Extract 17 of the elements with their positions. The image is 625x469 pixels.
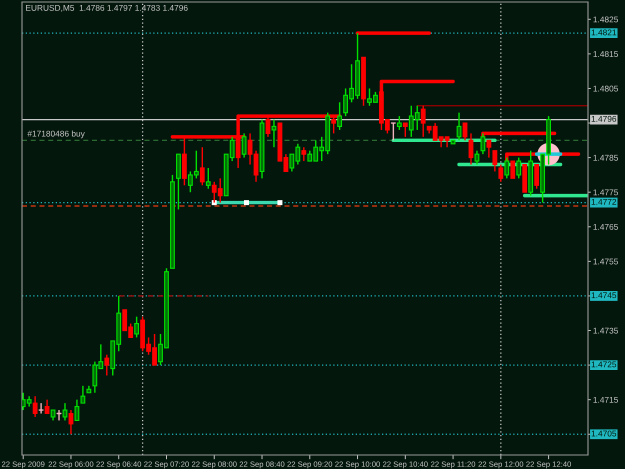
y-tick-label: 1.4805 (593, 86, 618, 92)
ref-line-label: 1.4772 (592, 198, 616, 205)
y-tick-label: 1.4785 (593, 154, 618, 161)
y-tick-label: 1.4755 (593, 258, 618, 264)
ref-line-label: 1.4821 (592, 29, 616, 36)
ref-line-label: 1.4745 (592, 292, 616, 298)
annotation: #17180486 buy (27, 130, 85, 138)
ref-line-label: 1.4796 (592, 116, 616, 122)
y-tick-label: 1.4715 (593, 396, 618, 403)
y-tick-label: 1.4815 (593, 51, 618, 57)
y-tick-label: 1.4775 (593, 189, 618, 196)
y-tick-label: 1.4735 (593, 328, 618, 334)
ref-line-label: 1.4725 (592, 361, 616, 368)
ref-line-label: 1.4705 (592, 430, 616, 436)
y-tick-label: 1.4765 (593, 224, 618, 230)
chart-title: EURUSD,M5 1.4786 1.4797 1.4783 1.4796 (26, 4, 188, 12)
y-tick-label: 1.4825 (593, 16, 618, 22)
